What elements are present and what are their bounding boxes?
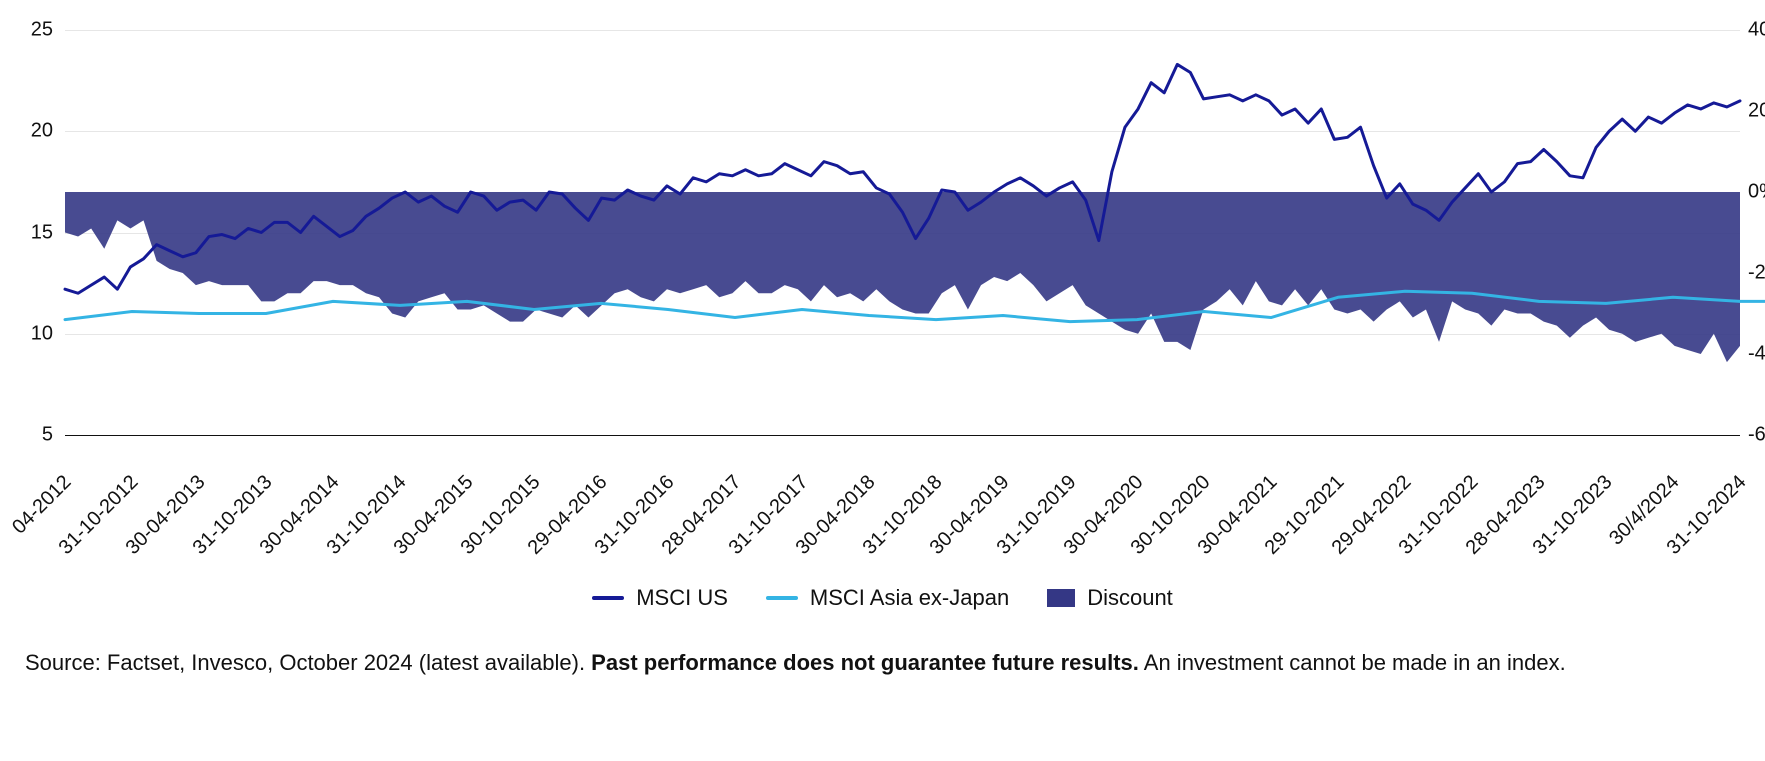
legend-label: MSCI US bbox=[636, 585, 728, 611]
legend-item: Discount bbox=[1047, 585, 1173, 611]
y-right-tick-label: -40% bbox=[1748, 343, 1765, 366]
footer-bold: Past performance does not guarantee futu… bbox=[591, 650, 1139, 675]
chart-svg bbox=[65, 30, 1740, 435]
y-left-tick-label: 15 bbox=[0, 221, 53, 244]
y-right-tick-label: 40% bbox=[1748, 19, 1765, 42]
y-left-tick-label: 10 bbox=[0, 322, 53, 345]
chart-container: MSCI US MSCI Asia ex-Japan Discount Source… bbox=[0, 0, 1765, 761]
y-right-tick-label: -20% bbox=[1748, 262, 1765, 285]
legend-swatch bbox=[592, 596, 624, 600]
y-left-tick-label: 20 bbox=[0, 120, 53, 143]
plot-area bbox=[65, 30, 1740, 435]
source-footer: Source: Factset, Invesco, October 2024 (… bbox=[25, 650, 1566, 676]
legend-label: Discount bbox=[1087, 585, 1173, 611]
y-left-tick-label: 5 bbox=[0, 424, 53, 447]
x-axis-line bbox=[65, 435, 1740, 436]
y-right-tick-label: -60% bbox=[1748, 424, 1765, 447]
y-right-tick-label: 0% bbox=[1748, 181, 1765, 204]
legend-label: MSCI Asia ex-Japan bbox=[810, 585, 1009, 611]
legend-item: MSCI US bbox=[592, 585, 728, 611]
footer-prefix: Source: Factset, Invesco, October 2024 (… bbox=[25, 650, 591, 675]
y-left-tick-label: 25 bbox=[0, 19, 53, 42]
legend-item: MSCI Asia ex-Japan bbox=[766, 585, 1009, 611]
y-right-tick-label: 20% bbox=[1748, 100, 1765, 123]
x-tick-label: 04-2012 bbox=[8, 471, 76, 539]
legend-swatch bbox=[766, 596, 798, 600]
footer-suffix: An investment cannot be made in an index… bbox=[1144, 650, 1566, 675]
legend-swatch bbox=[1047, 589, 1075, 607]
legend: MSCI US MSCI Asia ex-Japan Discount bbox=[0, 585, 1765, 611]
